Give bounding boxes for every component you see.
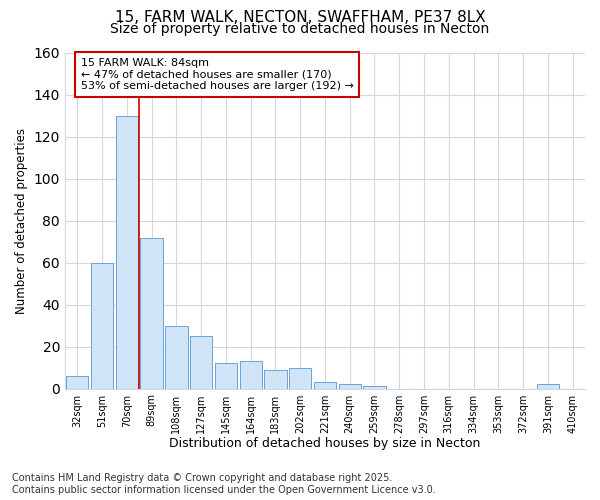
- Bar: [215, 364, 237, 388]
- Bar: [165, 326, 188, 388]
- Bar: [239, 362, 262, 388]
- Bar: [537, 384, 559, 388]
- Text: 15, FARM WALK, NECTON, SWAFFHAM, PE37 8LX: 15, FARM WALK, NECTON, SWAFFHAM, PE37 8L…: [115, 10, 485, 25]
- Bar: [314, 382, 336, 388]
- Bar: [190, 336, 212, 388]
- Bar: [364, 386, 386, 388]
- Bar: [338, 384, 361, 388]
- Text: Size of property relative to detached houses in Necton: Size of property relative to detached ho…: [110, 22, 490, 36]
- Bar: [140, 238, 163, 388]
- Text: 15 FARM WALK: 84sqm
← 47% of detached houses are smaller (170)
53% of semi-detac: 15 FARM WALK: 84sqm ← 47% of detached ho…: [80, 58, 353, 91]
- Text: Contains HM Land Registry data © Crown copyright and database right 2025.
Contai: Contains HM Land Registry data © Crown c…: [12, 474, 436, 495]
- Bar: [66, 376, 88, 388]
- Bar: [264, 370, 287, 388]
- Bar: [91, 262, 113, 388]
- Bar: [116, 116, 138, 388]
- Y-axis label: Number of detached properties: Number of detached properties: [15, 128, 28, 314]
- X-axis label: Distribution of detached houses by size in Necton: Distribution of detached houses by size …: [169, 437, 481, 450]
- Bar: [289, 368, 311, 388]
